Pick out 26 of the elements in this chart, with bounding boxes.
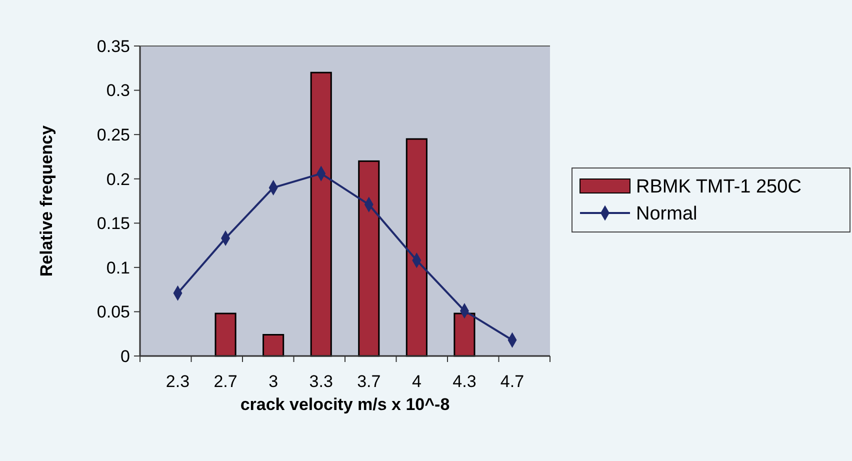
y-tick-label: 0.05	[96, 302, 130, 322]
x-axis-title: crack velocity m/s x 10^-8	[240, 395, 450, 414]
legend-label: Normal	[636, 204, 698, 225]
bar	[406, 138, 428, 357]
y-tick-label: 0	[120, 346, 130, 366]
y-tick-label: 0.25	[96, 126, 130, 145]
x-tick-label: 4.3	[452, 372, 476, 391]
bar	[454, 312, 476, 357]
x-tick-label: 3.3	[309, 372, 333, 391]
y-axis-title: Relative frequency	[37, 124, 56, 277]
x-tick-label: 4.7	[500, 372, 524, 391]
bar	[310, 72, 332, 357]
y-tick-label: 0.35	[96, 36, 130, 56]
x-tick-label: 4	[412, 372, 422, 391]
bar	[358, 160, 380, 357]
legend-label: RBMK TMT-1 250C	[636, 176, 802, 198]
x-tick-label: 3	[268, 372, 278, 391]
y-tick-label: 0.2	[106, 170, 130, 189]
x-tick-label: 3.7	[357, 372, 381, 391]
y-tick-label: 0.15	[96, 214, 130, 234]
y-tick-label: 0.1	[106, 258, 130, 278]
bar	[262, 334, 284, 357]
x-tick-label: 2.7	[214, 372, 238, 391]
y-tick-label: 0.3	[106, 81, 130, 100]
x-tick-label: 2.3	[166, 372, 190, 391]
bar	[214, 312, 236, 357]
